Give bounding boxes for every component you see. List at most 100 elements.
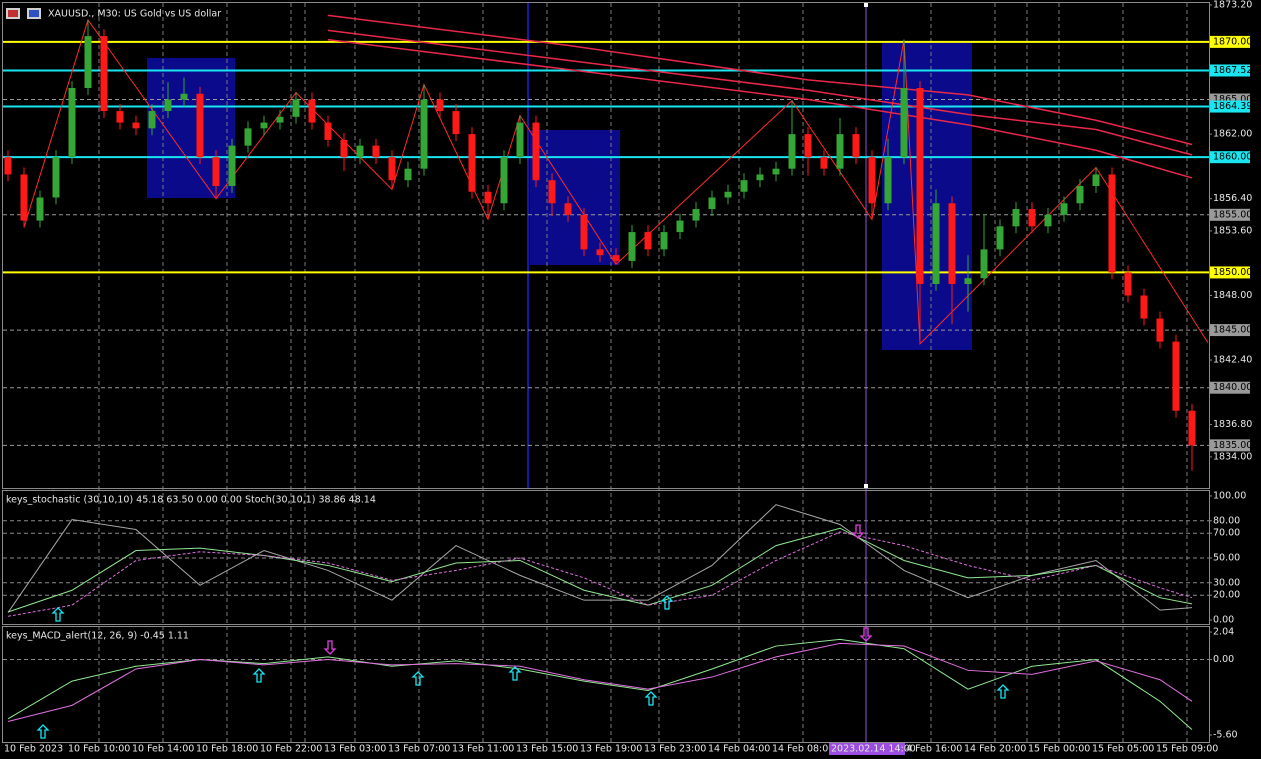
x-tick-label: 10 Feb 22:00 [260, 744, 322, 755]
range-box [530, 130, 620, 265]
chart-title: XAUUSD., M30: US Gold vs US dollar [48, 9, 221, 20]
candle-body [1108, 174, 1116, 273]
buy-arrow [51, 607, 65, 622]
x-tick-label: 14 Feb 08:00 [772, 744, 834, 755]
price-level-label: 1870.00 [1213, 36, 1252, 47]
candle-body [1188, 410, 1196, 446]
y-tick-label: 1848.00 [1213, 290, 1252, 301]
range-box [147, 58, 235, 198]
indicator-line [7, 527, 1193, 613]
price-level-tag [1210, 208, 1250, 221]
candle-body [52, 157, 60, 198]
candle-body [1156, 318, 1164, 342]
candle-body [116, 111, 124, 123]
overlay-line [327, 14, 1193, 146]
x-tick-label: 15 Feb 00:00 [1028, 744, 1090, 755]
x-tick-label: 15 Feb 05:00 [1092, 744, 1154, 755]
cursor-handle [864, 3, 868, 7]
candle-body [964, 278, 972, 284]
candle-body [500, 157, 508, 204]
axis-layer: 1873.20 1862.00 1856.40 1853.60 1848.00 1842.… [4, 0, 1252, 755]
candle-body [772, 168, 780, 175]
candle-body [724, 191, 732, 198]
price-level-label: 1850.00 [1213, 267, 1252, 278]
candle-body [308, 99, 316, 123]
price-level-tag [1210, 439, 1250, 452]
indicator-line [7, 504, 1193, 613]
candle-body [244, 128, 252, 146]
buy-arrow [411, 671, 425, 686]
price-level-label: 1865.00 [1213, 94, 1252, 105]
y-tick-label: 0.00 [1213, 654, 1234, 665]
candle-body [708, 197, 716, 210]
price-level-label: 1867.52 [1213, 65, 1252, 76]
x-tick-label: 10 Feb 18:00 [196, 744, 258, 755]
buy-arrow [660, 595, 674, 610]
candle-body [756, 174, 764, 181]
price-level-tag [1210, 151, 1250, 164]
candle-body [868, 157, 876, 204]
candle-body [388, 157, 396, 181]
price-level-label: 1845.00 [1213, 325, 1252, 336]
price-level-tag [1210, 324, 1250, 337]
candle-body [1172, 341, 1180, 411]
overlay-line [327, 29, 1193, 156]
candle-body [644, 232, 652, 250]
panel-title: keys_stochastic (30,10,10) 45.18 63.50 0… [6, 495, 376, 506]
price-level-tag [1210, 35, 1250, 48]
macd-panel-frame [2, 626, 1210, 743]
buy-arrow [996, 684, 1010, 699]
y-tick-label: -5.60 [1213, 729, 1238, 740]
x-tick-label: 13 Feb 19:00 [580, 744, 642, 755]
candle-body [20, 174, 28, 221]
y-tick-label: 30.00 [1213, 577, 1240, 588]
y-tick-label: 100.00 [1213, 490, 1246, 501]
candle-body [36, 197, 44, 221]
candle-body [404, 168, 412, 181]
candle-body [820, 157, 828, 169]
candle-body [788, 134, 796, 169]
sell-arrow [851, 524, 865, 539]
x-tick-label: 10 Feb 14:00 [132, 744, 194, 755]
candle-body [340, 139, 348, 158]
candle-body [276, 116, 284, 123]
overlay-line [327, 38, 1193, 179]
y-tick-label: 50.00 [1213, 553, 1240, 564]
x-tick-label: 14 Feb 04:00 [708, 744, 770, 755]
x-tick-label: 10 Feb 10:00 [68, 744, 130, 755]
candle-body [676, 220, 684, 233]
buy-arrow [252, 668, 266, 683]
candle-body [100, 36, 108, 112]
candle-body [420, 99, 428, 169]
candle-body [84, 36, 92, 88]
x-tick-label: 13 Feb 07:00 [388, 744, 450, 755]
candle-body [196, 93, 204, 158]
candle-body [1044, 214, 1052, 227]
cursor-handle [864, 484, 868, 488]
sell-arrow [859, 627, 873, 642]
candle-body [996, 226, 1004, 250]
panel-title: keys_MACD_alert(12, 26, 9) -0.45 1.11 [6, 631, 189, 642]
price-level-tag [1210, 100, 1250, 113]
candle-body [436, 99, 444, 112]
candle-body [836, 134, 844, 169]
buy-arrow [36, 724, 50, 739]
candle-body [1124, 272, 1132, 296]
indicator-line [7, 642, 1193, 723]
icon [29, 10, 39, 17]
y-tick-label: 20.00 [1213, 590, 1240, 601]
overlay-line [23, 18, 1209, 346]
y-tick-label: 1836.80 [1213, 419, 1252, 430]
candle-body [916, 87, 924, 284]
price-level-tag [1210, 266, 1250, 279]
x-tick-label: 15 Feb 09:00 [1156, 744, 1218, 755]
y-tick-label: 0.00 [1213, 615, 1234, 626]
sell-arrow [323, 640, 337, 655]
candle-body [532, 122, 540, 181]
candle-body [692, 209, 700, 221]
candle-body [1012, 209, 1020, 227]
candle-body [900, 87, 908, 158]
candle-body [932, 203, 940, 284]
candle-body [228, 145, 236, 186]
